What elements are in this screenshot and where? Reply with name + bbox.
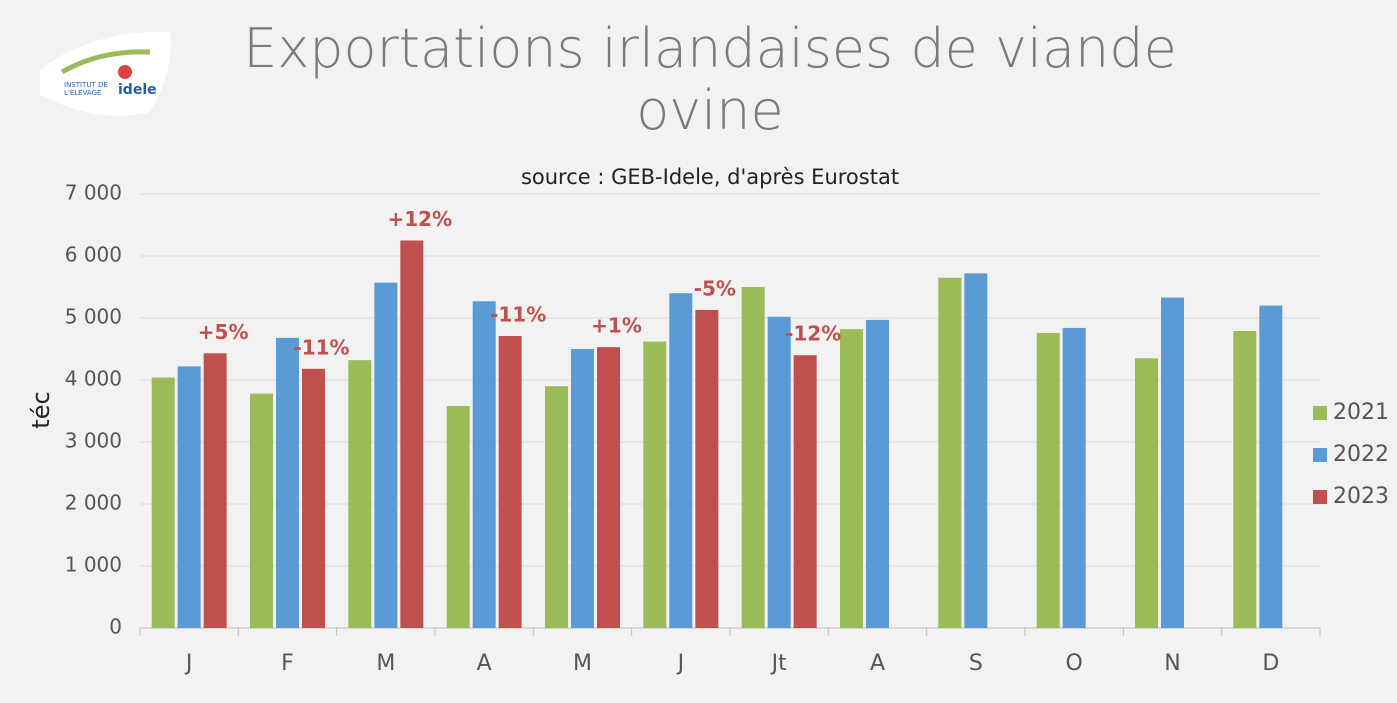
- bar: [276, 337, 299, 628]
- x-tick-label: A: [870, 651, 885, 676]
- bar: [1036, 332, 1060, 628]
- x-tick-label: N: [1164, 651, 1180, 676]
- x-tick-label: Jt: [770, 651, 787, 676]
- legend-label: 2022: [1333, 442, 1389, 467]
- bar: [151, 377, 175, 628]
- logo-swoosh: [60, 49, 151, 75]
- y-tick-label: 0: [109, 615, 122, 639]
- x-tick-label: J: [676, 651, 685, 676]
- legend-swatch: [1313, 490, 1327, 504]
- y-tick-label: 4 000: [65, 367, 122, 391]
- x-tick-label: S: [969, 651, 983, 676]
- subtitle: source : GEB-Idele, d'après Eurostat: [521, 165, 899, 189]
- logo-dot: [118, 65, 132, 79]
- bar: [250, 393, 273, 628]
- bar: [400, 240, 424, 628]
- bar: [348, 360, 372, 628]
- legend-label: 2021: [1333, 400, 1389, 425]
- x-tick-label: M: [573, 651, 592, 676]
- annotation: -11%: [490, 302, 546, 326]
- bar: [597, 347, 620, 628]
- annotation: -12%: [785, 322, 841, 346]
- bar: [866, 319, 889, 628]
- annotation: +1%: [591, 314, 642, 338]
- bar: [1233, 331, 1257, 628]
- bar: [767, 316, 791, 628]
- y-axis-label: téc: [27, 391, 55, 428]
- x-tick-label: J: [184, 651, 193, 676]
- bar: [1135, 358, 1158, 628]
- bar: [374, 282, 398, 628]
- x-tick-label: F: [281, 651, 294, 676]
- bar: [938, 277, 962, 628]
- logo-brand: idele: [118, 82, 157, 98]
- bar: [545, 386, 568, 628]
- legend-label: 2023: [1333, 484, 1389, 509]
- bar: [177, 366, 201, 628]
- bar: [1161, 297, 1184, 628]
- logo-bg: [40, 31, 171, 116]
- y-tick-label: 2 000: [65, 491, 122, 515]
- y-tick-label: 7 000: [65, 181, 122, 205]
- bar: [302, 368, 325, 628]
- bar: [669, 293, 693, 628]
- legend-swatch: [1313, 448, 1327, 462]
- annotation: +5%: [198, 320, 249, 344]
- bar: [446, 406, 470, 628]
- bar: [1062, 327, 1086, 628]
- bar: [695, 309, 719, 628]
- bar: [571, 349, 594, 628]
- bar: [741, 287, 765, 628]
- y-tick-label: 1 000: [65, 553, 122, 577]
- logo-text: L'ELEVAGE: [64, 89, 101, 97]
- bar: [643, 341, 667, 628]
- x-tick-label: O: [1066, 651, 1083, 676]
- chart-title: Exportations irlandaises de viande ovine: [243, 17, 1177, 142]
- annotation: -11%: [293, 335, 349, 359]
- legend-swatch: [1313, 406, 1327, 420]
- bar: [840, 329, 863, 628]
- y-tick-label: 6 000: [65, 243, 122, 267]
- bar: [498, 335, 522, 628]
- annotation: -5%: [694, 276, 736, 300]
- annotation: +12%: [388, 207, 453, 231]
- y-tick-label: 5 000: [65, 305, 122, 329]
- bar: [793, 355, 817, 628]
- bar: [964, 273, 988, 628]
- y-tick-label: 3 000: [65, 429, 122, 453]
- bar: [203, 353, 227, 628]
- x-tick-label: D: [1262, 651, 1279, 676]
- bar: [472, 301, 496, 628]
- logo-text: INSTITUT DE: [64, 81, 108, 89]
- x-tick-label: M: [376, 651, 395, 676]
- bar: [1259, 305, 1283, 628]
- x-tick-label: A: [477, 651, 492, 676]
